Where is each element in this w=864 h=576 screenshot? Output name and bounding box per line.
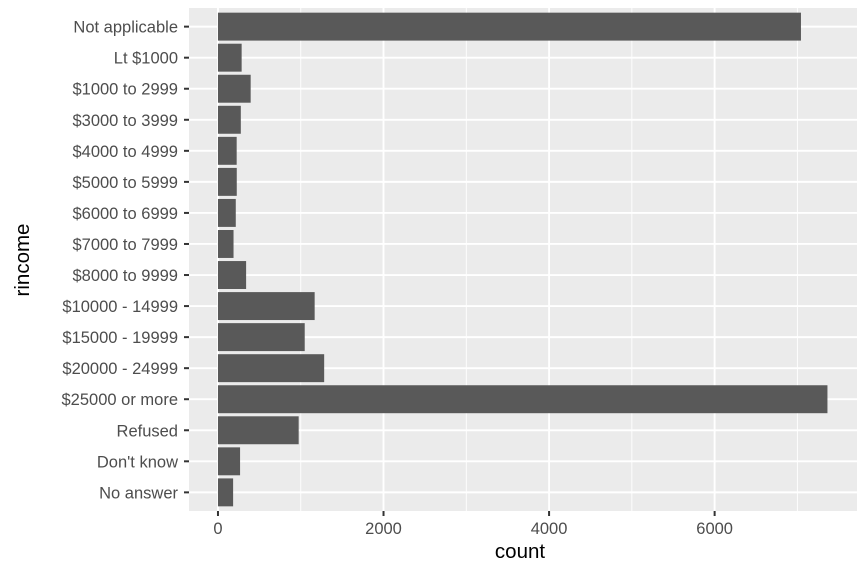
bar <box>217 323 305 352</box>
bar <box>217 261 247 289</box>
y-axis-title: rincome <box>11 224 34 297</box>
y-tick-label: $1000 to 2999 <box>72 81 178 99</box>
y-tick-label: $4000 to 4999 <box>72 143 178 161</box>
y-tick-label: $8000 to 9999 <box>72 267 178 285</box>
y-tick-label: Don't know <box>97 453 178 471</box>
y-tick-label: $7000 to 7999 <box>72 236 178 254</box>
bar <box>217 12 801 41</box>
minor-gridlines <box>300 8 798 511</box>
y-tick-label: Lt $1000 <box>114 50 178 68</box>
bar <box>217 74 251 103</box>
bar <box>217 292 315 321</box>
y-tick-label: $6000 to 6999 <box>72 205 178 223</box>
bars <box>217 12 828 507</box>
bar <box>217 447 241 476</box>
bar <box>217 354 325 383</box>
y-tick-label: $20000 - 24999 <box>62 360 178 378</box>
y-tick-label: No answer <box>99 484 178 502</box>
bar <box>217 105 241 134</box>
bar <box>217 167 237 196</box>
bar <box>217 43 242 72</box>
x-tick-label: 4000 <box>531 520 568 538</box>
x-tick-label: 6000 <box>696 520 733 538</box>
y-tick-label: $3000 to 3999 <box>72 112 178 130</box>
y-tick-label: $10000 - 14999 <box>62 298 178 316</box>
y-tick-label: $25000 or more <box>62 391 179 409</box>
x-tick-label: 2000 <box>365 520 402 538</box>
x-axis: 0 2000 4000 6000 <box>213 511 733 538</box>
y-tick-label: Not applicable <box>73 19 178 37</box>
bar <box>217 385 828 414</box>
x-axis-title: count <box>495 540 545 563</box>
x-tick-label: 0 <box>213 520 222 538</box>
y-axis: Not applicable Lt $1000 $1000 to 2999 $3000… <box>62 19 189 502</box>
bar <box>217 478 234 507</box>
y-tick-label: $15000 - 19999 <box>62 329 178 347</box>
y-tick-label: Refused <box>117 422 178 440</box>
y-tick-label: $5000 to 5999 <box>72 174 178 192</box>
bar <box>217 198 236 227</box>
bar <box>217 230 234 258</box>
bar <box>217 416 299 445</box>
bar <box>217 136 237 165</box>
